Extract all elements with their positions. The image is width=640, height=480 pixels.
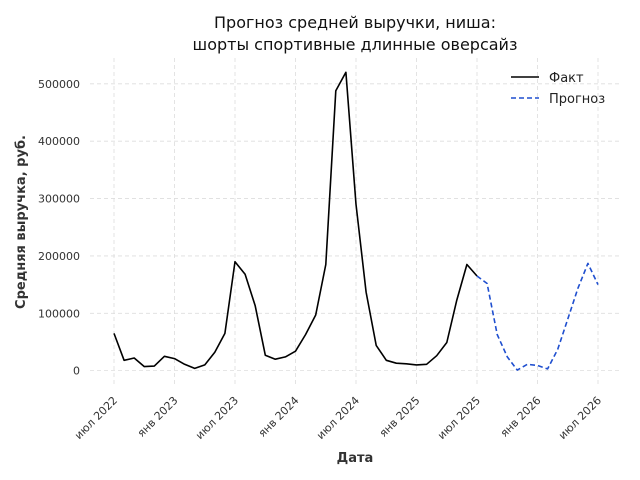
legend-label-forecast: Прогноз bbox=[549, 92, 605, 107]
legend-label-fact: Факт bbox=[549, 71, 584, 86]
x-tick-label: июл 2023 bbox=[193, 394, 241, 442]
x-tick-label: июл 2024 bbox=[314, 394, 362, 442]
y-tick-label: 300000 bbox=[38, 193, 80, 206]
y-tick-label: 200000 bbox=[38, 250, 80, 263]
x-tick-label: июл 2026 bbox=[556, 394, 604, 442]
x-tick-label: июл 2025 bbox=[435, 394, 483, 442]
x-tick-label: янв 2026 bbox=[498, 394, 544, 440]
x-axis-ticks: июл 2022 янв 2023 июл 2023 янв 2024 июл 2024… bbox=[72, 394, 604, 442]
series-line-forecast bbox=[476, 262, 599, 371]
x-tick-label: янв 2024 bbox=[256, 394, 302, 440]
y-tick-label: 100000 bbox=[38, 307, 80, 320]
chart-title-line-2: шорты спортивные длинные оверсайз bbox=[193, 35, 518, 54]
y-tick-label: 0 bbox=[73, 365, 80, 378]
series-line-fact bbox=[113, 71, 478, 370]
legend: Факт Прогноз bbox=[511, 71, 605, 107]
grid bbox=[90, 58, 622, 385]
y-axis-label: Средняя выручка, руб. bbox=[14, 135, 29, 309]
x-tick-label: июл 2022 bbox=[72, 394, 120, 442]
y-tick-label: 400000 bbox=[38, 135, 80, 148]
y-tick-label: 500000 bbox=[38, 78, 80, 91]
x-tick-label: янв 2023 bbox=[135, 394, 181, 440]
x-axis-label: Дата bbox=[337, 451, 374, 466]
series-lines bbox=[113, 71, 599, 371]
chart-title-line-1: Прогноз средней выручки, ниша: bbox=[214, 13, 496, 32]
x-tick-label: янв 2025 bbox=[377, 394, 423, 440]
y-axis-ticks: 0 100000 200000 300000 400000 500000 bbox=[38, 78, 80, 378]
